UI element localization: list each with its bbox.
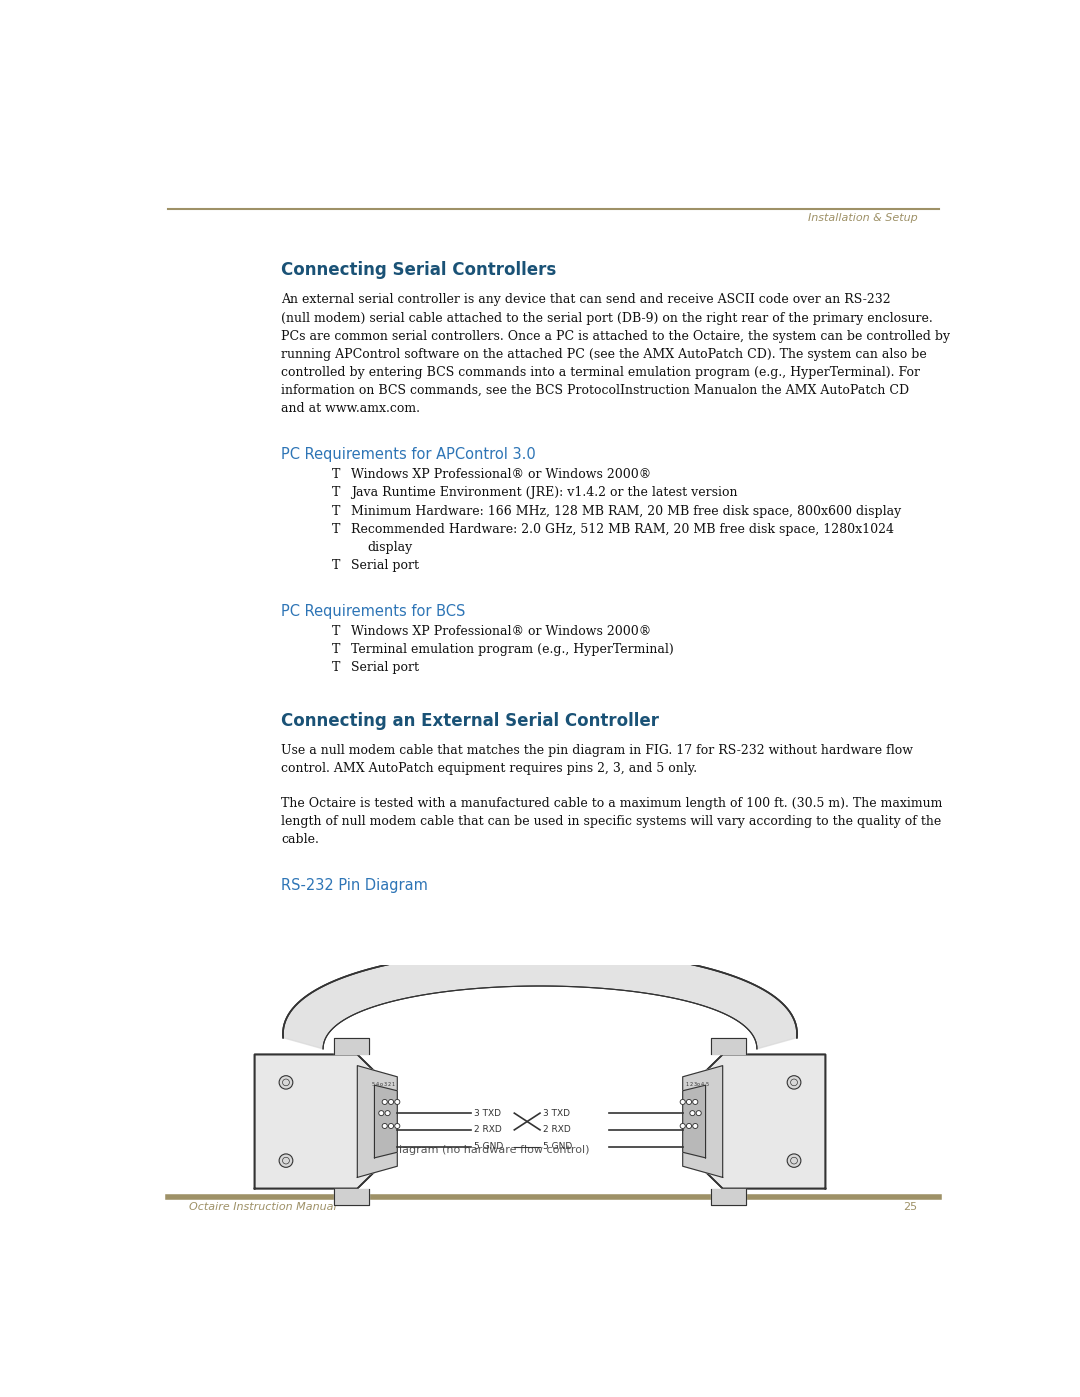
Text: 5: 5 — [705, 1081, 708, 1087]
Text: o: o — [380, 1081, 382, 1087]
Text: T: T — [332, 661, 340, 675]
Text: 3 TXD: 3 TXD — [474, 1109, 501, 1118]
Text: 4: 4 — [376, 1081, 379, 1087]
Circle shape — [279, 1154, 293, 1168]
Text: 2: 2 — [388, 1081, 391, 1087]
Text: Recommended Hardware: 2.0 GHz, 512 MB RAM, 20 MB free disk space, 1280x1024: Recommended Hardware: 2.0 GHz, 512 MB RA… — [351, 522, 894, 535]
Text: 1: 1 — [392, 1081, 395, 1087]
Text: running APControl software on the attached PC (see the AMX AutoPatch CD). The sy: running APControl software on the attach… — [282, 348, 928, 360]
Text: Java Runtime Environment (JRE): v1.4.2 or the latest version: Java Runtime Environment (JRE): v1.4.2 o… — [351, 486, 738, 500]
Text: PCs are common serial controllers. Once a PC is attached to the Octaire, the sys: PCs are common serial controllers. Once … — [282, 330, 950, 342]
Text: length of null modem cable that can be used in specific systems will vary accord: length of null modem cable that can be u… — [282, 816, 942, 828]
Text: Use a null modem cable that matches the pin diagram in FIG. 17 for RS-232 withou: Use a null modem cable that matches the … — [282, 745, 914, 757]
Text: T: T — [332, 626, 340, 638]
Text: 5 GND: 5 GND — [543, 1143, 572, 1151]
Text: control. AMX AutoPatch equipment requires pins 2, 3, and 5 only.: control. AMX AutoPatch equipment require… — [282, 763, 698, 775]
Text: Installation & Setup: Installation & Setup — [808, 212, 918, 222]
Circle shape — [680, 1099, 686, 1105]
Text: 5: 5 — [372, 1081, 375, 1087]
Polygon shape — [705, 1055, 825, 1189]
Text: 3: 3 — [383, 1081, 387, 1087]
Circle shape — [690, 1111, 696, 1116]
Text: An external serial controller is any device that can send and receive ASCII code: An external serial controller is any dev… — [282, 293, 891, 306]
Circle shape — [384, 1111, 390, 1116]
Text: 1: 1 — [685, 1081, 688, 1087]
Circle shape — [692, 1123, 698, 1129]
Circle shape — [787, 1076, 801, 1090]
Text: display: display — [367, 541, 413, 553]
Text: Windows XP Professional® or Windows 2000®: Windows XP Professional® or Windows 2000… — [351, 626, 651, 638]
Text: 3 TXD: 3 TXD — [543, 1109, 570, 1118]
Circle shape — [687, 1099, 691, 1105]
Circle shape — [687, 1123, 691, 1129]
Text: T: T — [332, 504, 340, 517]
Text: (null modem) serial cable attached to the serial port (DB-9) on the right rear o: (null modem) serial cable attached to th… — [282, 312, 933, 324]
Text: Octaire Instruction Manual: Octaire Instruction Manual — [189, 1203, 337, 1213]
Text: 25: 25 — [904, 1203, 918, 1213]
Text: FIG. 17  RS-232 pin diagram (no hardware flow control): FIG. 17 RS-232 pin diagram (no hardware … — [282, 1146, 590, 1155]
Circle shape — [787, 1154, 801, 1168]
Text: T: T — [332, 486, 340, 500]
Text: 4: 4 — [701, 1081, 704, 1087]
Circle shape — [692, 1099, 698, 1105]
Text: T: T — [332, 559, 340, 571]
Circle shape — [379, 1111, 383, 1116]
Polygon shape — [375, 1085, 397, 1158]
Polygon shape — [255, 1055, 375, 1189]
Circle shape — [279, 1076, 293, 1090]
Text: controlled by entering BCS commands into a terminal emulation program (e.g., Hyp: controlled by entering BCS commands into… — [282, 366, 920, 379]
Polygon shape — [335, 1189, 368, 1206]
Text: o: o — [698, 1081, 700, 1087]
Text: cable.: cable. — [282, 834, 320, 847]
Text: T: T — [332, 468, 340, 482]
Text: RS-232 Pin Diagram: RS-232 Pin Diagram — [282, 879, 429, 894]
Text: PC Requirements for APControl 3.0: PC Requirements for APControl 3.0 — [282, 447, 537, 462]
Polygon shape — [357, 1066, 397, 1178]
Text: and at www.amx.com.: and at www.amx.com. — [282, 402, 420, 415]
Polygon shape — [712, 1038, 745, 1055]
Circle shape — [394, 1099, 400, 1105]
Text: 5 GND: 5 GND — [474, 1143, 503, 1151]
Polygon shape — [683, 1085, 705, 1158]
Text: T: T — [332, 643, 340, 657]
Circle shape — [394, 1123, 400, 1129]
Circle shape — [382, 1123, 388, 1129]
Text: Connecting Serial Controllers: Connecting Serial Controllers — [282, 261, 556, 279]
Text: Terminal emulation program (e.g., HyperTerminal): Terminal emulation program (e.g., HyperT… — [351, 643, 674, 657]
Text: PC Requirements for BCS: PC Requirements for BCS — [282, 604, 465, 619]
Circle shape — [382, 1099, 388, 1105]
Text: information on BCS commands, see the BCS ProtocolInstruction Manualon the AMX Au: information on BCS commands, see the BCS… — [282, 384, 909, 397]
Text: Minimum Hardware: 166 MHz, 128 MB RAM, 20 MB free disk space, 800x600 display: Minimum Hardware: 166 MHz, 128 MB RAM, 2… — [351, 504, 901, 517]
Text: T: T — [332, 522, 340, 535]
Polygon shape — [712, 1189, 745, 1206]
Text: 2: 2 — [689, 1081, 692, 1087]
Polygon shape — [283, 950, 797, 1049]
Text: Serial port: Serial port — [351, 661, 419, 675]
Text: 2 RXD: 2 RXD — [474, 1126, 502, 1134]
Polygon shape — [683, 1066, 723, 1178]
Text: Connecting an External Serial Controller: Connecting an External Serial Controller — [282, 711, 660, 729]
Circle shape — [389, 1123, 393, 1129]
Text: Serial port: Serial port — [351, 559, 419, 571]
Circle shape — [697, 1111, 701, 1116]
Text: Windows XP Professional® or Windows 2000®: Windows XP Professional® or Windows 2000… — [351, 468, 651, 482]
Text: 2 RXD: 2 RXD — [543, 1126, 570, 1134]
Text: The Octaire is tested with a manufactured cable to a maximum length of 100 ft. (: The Octaire is tested with a manufacture… — [282, 798, 943, 810]
Circle shape — [389, 1099, 393, 1105]
Circle shape — [680, 1123, 686, 1129]
Polygon shape — [335, 1038, 368, 1055]
Text: 3: 3 — [693, 1081, 697, 1087]
